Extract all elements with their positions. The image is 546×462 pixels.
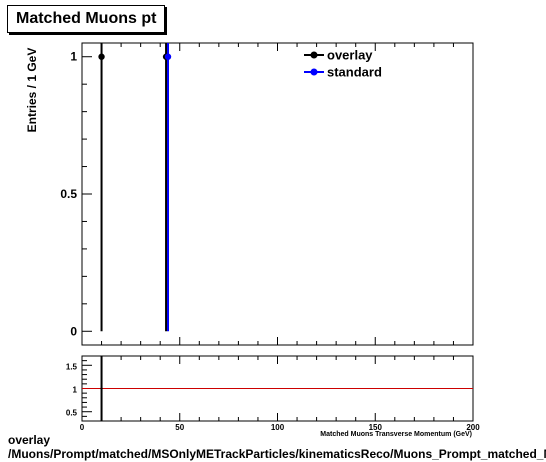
y-tick-label: 0.5 [60,187,77,201]
x-tick-label: 0 [80,423,85,432]
ratio-point [100,387,103,390]
series-standard-point [164,53,172,60]
y-tick-label: 1.5 [66,362,78,371]
x-tick-label: 100 [271,423,285,432]
legend-label-standard: standard [327,65,382,80]
footer: overlay /Muons/Prompt/matched/MSOnlyMETr… [8,433,546,461]
series-overlay-point [98,53,105,60]
chart-title: Matched Muons pt [7,5,166,33]
legend-marker-overlay [310,51,318,59]
y-tick-label: 1 [73,386,78,395]
legend-label-overlay: overlay [327,48,373,63]
y-tick-label: 0.5 [66,409,78,418]
y-axis-label: Entries / 1 GeV [25,48,39,133]
x-tick-label: 200 [466,423,480,432]
plot-frame [81,42,474,346]
x-axis-label: Matched Muons Transverse Momentum (GeV) [320,431,472,438]
legend: overlay standard [304,48,382,80]
x-tick-label: 50 [175,423,184,432]
footer-line-2: /Muons/Prompt/matched/MSOnlyMETrackParti… [8,447,546,461]
y-tick-label: 1 [70,50,77,64]
main-plot-area: 00.51 [60,42,474,346]
x-tick-label: 150 [369,423,383,432]
legend-marker-standard [310,68,318,76]
footer-line-1: overlay [8,433,51,447]
y-tick-label: 0 [70,324,77,338]
ratio-plot-area: 0 50 100 150 200 0.5 1 1.5 [66,355,480,432]
